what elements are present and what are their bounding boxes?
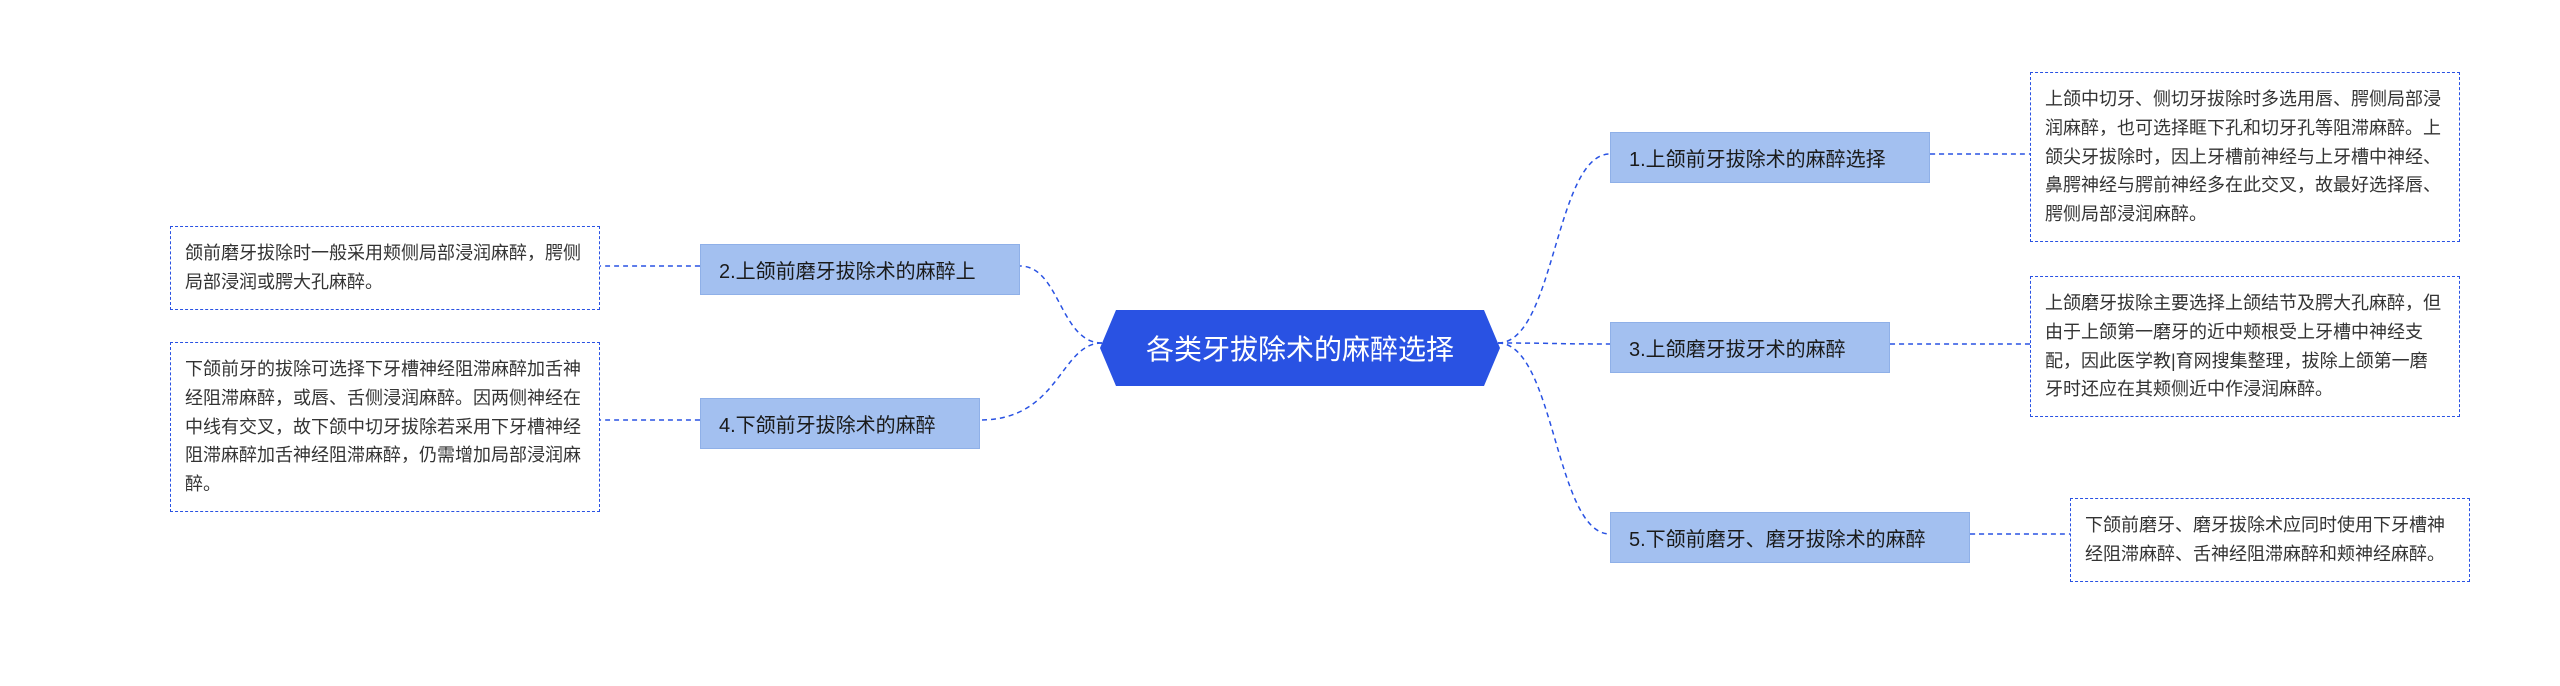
central-label: 各类牙拔除术的麻醉选择 <box>1146 334 1454 365</box>
branch-b1[interactable]: 1.上颌前牙拔除术的麻醉选择 <box>1610 132 1930 183</box>
detail-b1: 上颌中切牙、侧切牙拔除时多选用唇、腭侧局部浸润麻醉，也可选择眶下孔和切牙孔等阻滞… <box>2030 72 2460 242</box>
branch-b3[interactable]: 3.上颌磨牙拔牙术的麻醉 <box>1610 322 1890 373</box>
conn-central-b2 <box>1020 266 1102 343</box>
central-node[interactable]: 各类牙拔除术的麻醉选择 <box>1100 310 1500 386</box>
detail-b2-text: 颌前磨牙拔除时一般采用颊侧局部浸润麻醉，腭侧局部浸润或腭大孔麻醉。 <box>185 243 581 292</box>
detail-b4: 下颌前牙的拔除可选择下牙槽神经阻滞麻醉加舌神经阻滞麻醉，或唇、舌侧浸润麻醉。因两… <box>170 342 600 512</box>
detail-b2: 颌前磨牙拔除时一般采用颊侧局部浸润麻醉，腭侧局部浸润或腭大孔麻醉。 <box>170 226 600 310</box>
detail-b1-text: 上颌中切牙、侧切牙拔除时多选用唇、腭侧局部浸润麻醉，也可选择眶下孔和切牙孔等阻滞… <box>2045 89 2441 224</box>
branch-b2[interactable]: 2.上颌前磨牙拔除术的麻醉上 <box>700 244 1020 295</box>
branch-b4[interactable]: 4.下颌前牙拔除术的麻醉 <box>700 398 980 449</box>
branch-b4-label: 4.下颌前牙拔除术的麻醉 <box>719 415 936 437</box>
detail-b3-text: 上颌磨牙拔除主要选择上颌结节及腭大孔麻醉，但由于上颌第一磨牙的近中颊根受上牙槽中… <box>2045 293 2441 399</box>
branch-b5[interactable]: 5.下颌前磨牙、磨牙拔除术的麻醉 <box>1610 512 1970 563</box>
mindmap-canvas: 各类牙拔除术的麻醉选择 2.上颌前磨牙拔除术的麻醉上 颌前磨牙拔除时一般采用颊侧… <box>0 0 2560 686</box>
conn-central-b5 <box>1498 343 1610 534</box>
conn-central-b1 <box>1498 154 1610 343</box>
detail-b5-text: 下颌前磨牙、磨牙拔除术应同时使用下牙槽神经阻滞麻醉、舌神经阻滞麻醉和颊神经麻醉。 <box>2085 515 2445 564</box>
branch-b2-label: 2.上颌前磨牙拔除术的麻醉上 <box>719 261 976 283</box>
branch-b5-label: 5.下颌前磨牙、磨牙拔除术的麻醉 <box>1629 529 1926 551</box>
conn-central-b4 <box>980 343 1102 420</box>
branch-b3-label: 3.上颌磨牙拔牙术的麻醉 <box>1629 339 1846 361</box>
detail-b4-text: 下颌前牙的拔除可选择下牙槽神经阻滞麻醉加舌神经阻滞麻醉，或唇、舌侧浸润麻醉。因两… <box>185 359 581 494</box>
detail-b3: 上颌磨牙拔除主要选择上颌结节及腭大孔麻醉，但由于上颌第一磨牙的近中颊根受上牙槽中… <box>2030 276 2460 417</box>
branch-b1-label: 1.上颌前牙拔除术的麻醉选择 <box>1629 149 1886 171</box>
conn-central-b3 <box>1498 343 1610 344</box>
detail-b5: 下颌前磨牙、磨牙拔除术应同时使用下牙槽神经阻滞麻醉、舌神经阻滞麻醉和颊神经麻醉。 <box>2070 498 2470 582</box>
